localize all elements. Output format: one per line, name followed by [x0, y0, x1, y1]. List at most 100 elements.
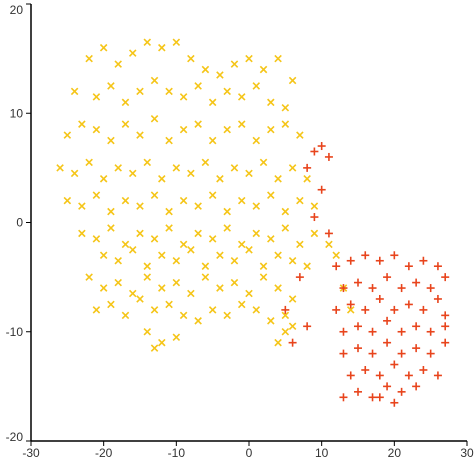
data-point: [121, 98, 130, 107]
data-point: [121, 196, 130, 205]
data-point: [361, 251, 370, 260]
data-point: [172, 333, 181, 341]
data-point: [136, 295, 144, 303]
data-point: [187, 54, 195, 63]
data-point: [441, 273, 450, 282]
data-point: [310, 147, 319, 156]
data-point: [390, 251, 399, 260]
data-point: [368, 393, 377, 402]
data-point: [165, 207, 173, 216]
data-point: [303, 322, 312, 331]
data-point: [70, 87, 79, 96]
data-point: [375, 256, 384, 265]
data-point: [70, 169, 79, 178]
data-point: [63, 196, 72, 205]
data-point: [85, 54, 93, 63]
data-point: [433, 371, 442, 380]
data-point: [158, 43, 166, 52]
data-point: [383, 338, 392, 347]
data-point: [187, 289, 195, 298]
data-point: [223, 311, 231, 320]
data-point: [165, 87, 173, 96]
data-point: [179, 125, 188, 134]
data-point: [296, 131, 304, 139]
data-point: [368, 349, 377, 358]
data-point: [179, 240, 188, 249]
data-point: [310, 213, 319, 222]
data-point: [346, 300, 355, 309]
data-point: [136, 87, 144, 96]
data-point: [332, 305, 341, 314]
data-point: [404, 300, 413, 309]
data-point: [208, 98, 217, 107]
data-point: [99, 284, 108, 292]
data-point: [397, 284, 406, 293]
data-point: [288, 256, 297, 265]
data-point: [332, 251, 340, 260]
data-point: [339, 327, 348, 336]
data-point: [150, 344, 159, 352]
data-point: [274, 284, 282, 292]
data-point: [245, 169, 253, 178]
data-point: [128, 246, 137, 254]
data-point: [114, 60, 122, 68]
data-point: [419, 365, 428, 374]
data-point: [143, 262, 152, 270]
data-point: [136, 229, 144, 238]
data-point: [150, 114, 159, 123]
data-point: [295, 273, 304, 282]
data-point: [179, 311, 188, 320]
data-point: [107, 300, 115, 309]
data-point: [375, 393, 384, 402]
data-point: [201, 262, 210, 270]
data-point: [441, 311, 450, 320]
data-point: [92, 306, 101, 314]
data-point: [85, 273, 93, 281]
data-point: [245, 246, 253, 254]
data-point: [78, 120, 86, 128]
data-point: [288, 295, 297, 303]
data-point: [288, 164, 297, 172]
data-point: [375, 294, 384, 303]
data-point: [237, 120, 246, 128]
data-point: [354, 278, 362, 287]
data-point: [303, 163, 312, 172]
data-point: [92, 191, 101, 199]
data-point: [201, 273, 210, 281]
data-point: [187, 169, 195, 178]
x-tick-label: -10: [168, 446, 186, 459]
x-tick-label: 30: [460, 446, 474, 459]
data-point: [346, 256, 355, 265]
data-point: [339, 393, 348, 402]
data-point: [354, 387, 362, 396]
data-point: [194, 120, 202, 128]
data-point: [223, 207, 231, 216]
plot-marks: [56, 38, 450, 407]
data-point: [412, 382, 421, 391]
data-point: [325, 240, 333, 249]
data-point: [441, 322, 450, 331]
data-point: [128, 49, 137, 57]
data-point: [433, 262, 442, 271]
data-point: [317, 142, 326, 151]
data-point: [245, 289, 253, 298]
x-tick-label: 0: [246, 446, 253, 459]
data-point: [354, 322, 362, 331]
data-point: [107, 136, 115, 145]
data-point: [143, 38, 152, 47]
data-point: [281, 305, 290, 314]
data-point: [296, 196, 304, 205]
data-point: [201, 65, 210, 74]
data-point: [412, 322, 421, 331]
data-point: [412, 278, 421, 287]
x-tick-label: -20: [95, 446, 113, 459]
data-point: [288, 76, 297, 85]
axis-ticks: -30 -20 -10 0 10 20 30 20 10 0 -10 -20: [6, 3, 474, 459]
data-point: [114, 278, 122, 287]
data-point: [332, 262, 341, 271]
data-point: [361, 365, 370, 374]
data-point: [150, 76, 159, 85]
data-point: [426, 327, 435, 336]
data-point: [136, 202, 144, 210]
